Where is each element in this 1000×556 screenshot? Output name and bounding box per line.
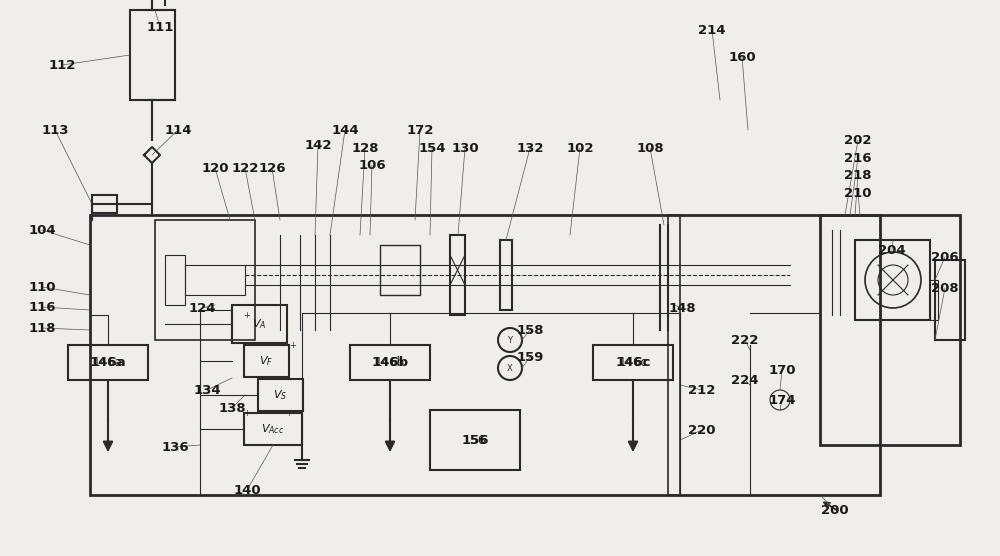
Text: 156: 156: [463, 434, 487, 446]
Text: 134: 134: [193, 384, 221, 396]
Text: 156: 156: [461, 434, 489, 446]
Text: $V_A$: $V_A$: [252, 317, 266, 331]
Bar: [350, 345, 430, 380]
Text: 138: 138: [218, 401, 246, 415]
Text: +: +: [286, 409, 292, 418]
Text: 111: 111: [146, 21, 174, 33]
Text: 224: 224: [731, 374, 759, 386]
Text: 202: 202: [844, 133, 872, 146]
Text: 136: 136: [161, 440, 189, 454]
Text: 146b: 146b: [375, 355, 405, 369]
Text: 106: 106: [358, 158, 386, 171]
Text: 200: 200: [821, 504, 849, 517]
Text: 112: 112: [48, 58, 76, 72]
Bar: [130, 10, 175, 100]
Text: 140: 140: [233, 484, 261, 497]
Text: Y: Y: [508, 335, 512, 345]
Text: 212: 212: [688, 384, 716, 396]
Text: 158: 158: [516, 324, 544, 336]
Bar: [593, 345, 673, 380]
Text: $V_F$: $V_F$: [259, 354, 273, 368]
Bar: [380, 245, 420, 295]
Text: 159: 159: [516, 350, 544, 364]
Text: 142: 142: [304, 138, 332, 151]
Bar: [185, 265, 245, 295]
Text: 110: 110: [28, 280, 56, 294]
Text: 218: 218: [844, 168, 872, 181]
Text: 206: 206: [931, 251, 959, 264]
Text: 104: 104: [28, 224, 56, 236]
Text: 210: 210: [844, 186, 872, 200]
Text: 122: 122: [231, 161, 259, 175]
Bar: [668, 215, 680, 495]
Bar: [430, 410, 520, 470]
Text: 222: 222: [731, 334, 759, 346]
Text: 170: 170: [768, 364, 796, 376]
Text: 116: 116: [28, 300, 56, 314]
Text: $V_{Acc}$: $V_{Acc}$: [261, 422, 285, 436]
Text: 118: 118: [28, 321, 56, 335]
Bar: [930, 280, 938, 320]
Text: 146c: 146c: [619, 355, 647, 369]
Text: 172: 172: [406, 123, 434, 137]
Bar: [244, 345, 289, 377]
Text: 144: 144: [331, 123, 359, 137]
Bar: [820, 215, 960, 445]
Bar: [258, 379, 303, 411]
Text: +: +: [244, 310, 250, 320]
Text: 146a: 146a: [93, 355, 123, 369]
Bar: [855, 240, 930, 320]
Bar: [68, 345, 148, 380]
Text: 154: 154: [418, 141, 446, 155]
Text: 220: 220: [688, 424, 716, 436]
Text: 214: 214: [698, 23, 726, 37]
Text: +: +: [289, 340, 296, 350]
Bar: [165, 255, 185, 305]
Bar: [500, 240, 512, 310]
Text: 174: 174: [768, 394, 796, 406]
Text: 128: 128: [351, 141, 379, 155]
Text: 102: 102: [566, 141, 594, 155]
Text: 126: 126: [258, 161, 286, 175]
Text: X: X: [507, 364, 513, 373]
Text: 113: 113: [41, 123, 69, 137]
Bar: [450, 235, 465, 315]
Text: 146c: 146c: [615, 355, 651, 369]
Bar: [90, 215, 880, 495]
Bar: [244, 413, 302, 445]
Text: 216: 216: [844, 151, 872, 165]
Text: 204: 204: [878, 244, 906, 256]
Text: 208: 208: [931, 281, 959, 295]
Text: 146a: 146a: [90, 355, 126, 369]
Text: 120: 120: [201, 161, 229, 175]
Text: 130: 130: [451, 141, 479, 155]
Text: 108: 108: [636, 141, 664, 155]
Text: +: +: [244, 409, 250, 418]
Text: 146b: 146b: [371, 355, 409, 369]
Text: 114: 114: [164, 123, 192, 137]
Text: 148: 148: [668, 301, 696, 315]
Bar: [92, 195, 117, 213]
Bar: [155, 220, 255, 340]
Text: 132: 132: [516, 141, 544, 155]
Bar: [232, 305, 287, 343]
Bar: [935, 260, 965, 340]
Text: 124: 124: [188, 301, 216, 315]
Text: $V_S$: $V_S$: [273, 388, 287, 402]
Text: 160: 160: [728, 51, 756, 63]
